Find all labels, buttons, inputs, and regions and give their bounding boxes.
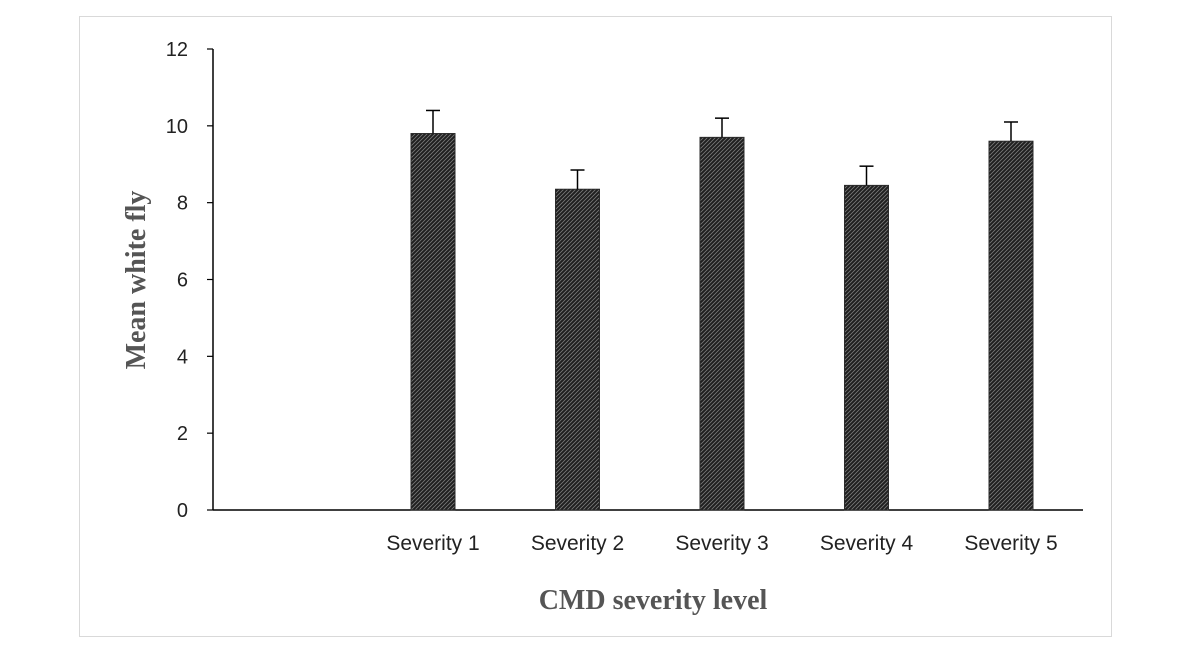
y-tick-labels: 0 2 4 6 8 10 12 — [166, 39, 213, 522]
y-tick-label: 0 — [177, 500, 188, 522]
bars — [410, 133, 1034, 511]
x-axis-title: CMD severity level — [539, 585, 768, 616]
bar-3 — [699, 136, 745, 511]
error-bars — [426, 109, 1018, 190]
y-axis-title: Mean white fly — [121, 191, 152, 370]
category-labels: Severity 1 Severity 2 Severity 3 Severity 4… — [386, 532, 1057, 555]
y-tick-label: 2 — [177, 423, 188, 445]
y-tick-label: 8 — [177, 193, 188, 215]
category-label-1: Severity 1 — [386, 532, 479, 555]
bar-2 — [555, 188, 600, 511]
category-label-4: Severity 4 — [820, 532, 914, 555]
y-tick-label: 10 — [166, 116, 188, 138]
y-tick-label: 6 — [177, 270, 188, 292]
bar-4 — [844, 184, 889, 511]
y-tick-label: 12 — [166, 39, 188, 61]
y-tick-label: 4 — [177, 346, 188, 368]
category-label-5: Severity 5 — [964, 532, 1057, 555]
bar-1 — [410, 133, 456, 511]
category-label-2: Severity 2 — [531, 532, 624, 555]
bar-5 — [988, 140, 1034, 511]
chart-frame: 0 2 4 6 8 10 12 Severity 1 Severity 2 Severity 3… — [79, 16, 1112, 637]
bar-chart: 0 2 4 6 8 10 12 Severity 1 Severity 2 Severity 3… — [121, 39, 1083, 616]
category-label-3: Severity 3 — [675, 532, 768, 555]
